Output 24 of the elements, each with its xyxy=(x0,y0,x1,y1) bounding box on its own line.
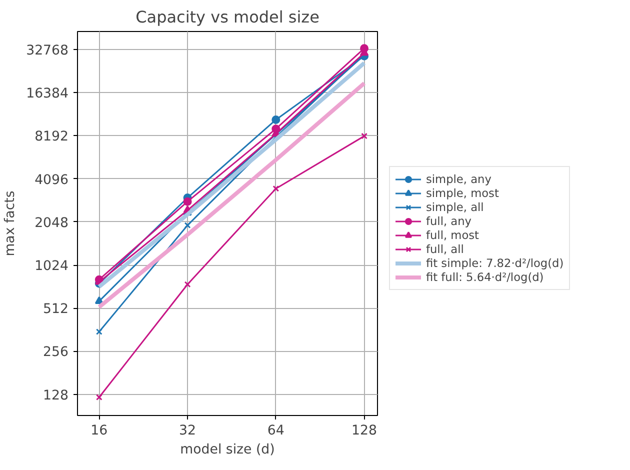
y-tick-label: 16384 xyxy=(26,86,69,102)
legend-label: fit full: 5.64·d²/log(d) xyxy=(426,270,544,284)
legend-label: full, all xyxy=(426,242,464,256)
legend-label: fit simple: 7.82·d²/log(d) xyxy=(426,256,564,270)
legend-label: full, most xyxy=(426,228,479,242)
y-tick-label: 256 xyxy=(43,345,69,360)
x-axis-title: model size (d) xyxy=(180,442,275,458)
y-tick-label: 8192 xyxy=(34,130,69,145)
legend-label: simple, any xyxy=(426,172,492,186)
y-tick-label: 2048 xyxy=(34,216,69,231)
y-tick-label: 32768 xyxy=(26,44,69,59)
y-tick-label: 512 xyxy=(43,302,69,318)
legend-label: full, any xyxy=(426,214,472,228)
y-tick-label: 128 xyxy=(43,388,69,404)
y-tick-label: 4096 xyxy=(34,172,69,188)
legend-label: simple, most xyxy=(426,186,499,200)
x-tick-label: 128 xyxy=(352,424,377,438)
x-tick-label: 32 xyxy=(179,424,196,438)
chart-title: Capacity vs model size xyxy=(136,8,320,26)
legend-label: simple, all xyxy=(426,200,484,214)
x-tick-label: 64 xyxy=(267,424,284,438)
y-axis-title: max facts xyxy=(3,190,18,256)
x-tick-label: 16 xyxy=(90,424,108,438)
y-tick-label: 1024 xyxy=(34,259,69,274)
